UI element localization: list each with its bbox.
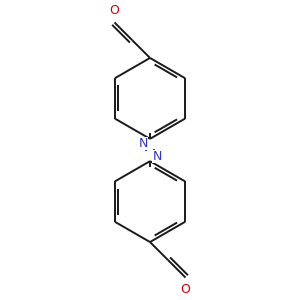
Text: N: N bbox=[138, 136, 148, 149]
Text: O: O bbox=[110, 4, 119, 17]
Text: O: O bbox=[181, 283, 190, 296]
Text: N: N bbox=[152, 151, 162, 164]
